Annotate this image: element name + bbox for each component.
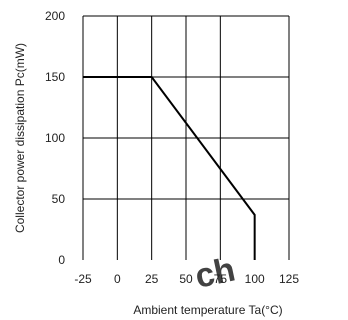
derating-curve xyxy=(83,76,256,260)
y-tick-label: 0 xyxy=(58,253,65,267)
x-tick-label: 25 xyxy=(145,272,159,286)
watermark: ch xyxy=(192,250,239,295)
x-tick-label: 100 xyxy=(245,272,265,286)
x-tick-label: 0 xyxy=(114,272,121,286)
series-group xyxy=(83,76,256,260)
x-tick-label: 50 xyxy=(179,272,193,286)
plot-frame xyxy=(82,15,290,260)
grid xyxy=(83,16,289,260)
y-tick-label: 50 xyxy=(52,192,66,206)
x-tick-label: 125 xyxy=(279,272,299,286)
y-axis-title: Collector power dissipation Pc(mW) xyxy=(13,43,27,233)
x-tick-labels: -25 0 25 50 75 100 125 xyxy=(74,272,299,286)
watermark-text: ch xyxy=(192,250,239,295)
y-tick-labels: 0 50 100 150 200 xyxy=(45,9,65,267)
x-tick-label: 75 xyxy=(214,272,228,286)
x-axis-title: Ambient temperature Ta(°C) xyxy=(133,303,282,317)
y-tick-label: 150 xyxy=(45,70,65,84)
y-tick-label: 100 xyxy=(45,131,65,145)
y-tick-label: 200 xyxy=(45,9,65,23)
x-tick-label: -25 xyxy=(74,272,92,286)
